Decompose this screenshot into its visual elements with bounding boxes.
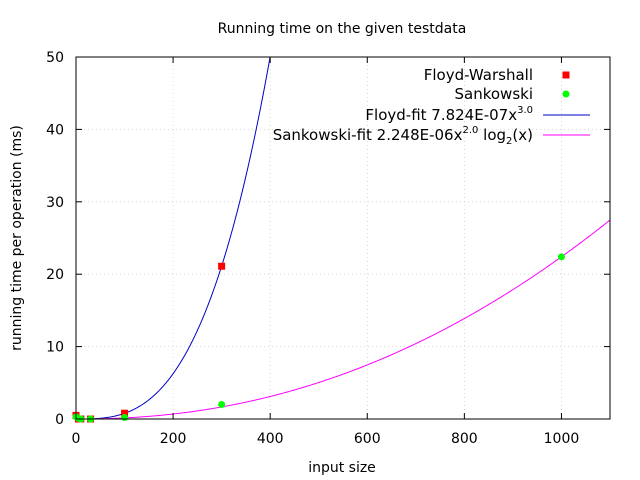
y-tick-label: 40 — [46, 122, 64, 138]
chart-title: Running time on the given testdata — [218, 21, 467, 37]
legend-entry-label: Floyd-fit 7.824E-07x3.0 — [365, 105, 533, 124]
y-tick-label: 10 — [46, 340, 64, 356]
x-tick-label: 200 — [160, 431, 187, 447]
data-point-circle — [218, 401, 226, 409]
x-tick-label: 600 — [354, 431, 381, 447]
legend-entry-label: Sankowski — [455, 85, 534, 103]
x-tick-label: 1000 — [544, 431, 580, 447]
data-point-square — [218, 262, 226, 270]
y-tick-label: 30 — [46, 195, 64, 211]
data-point-circle — [121, 414, 129, 422]
legend-marker-circle — [562, 90, 570, 98]
data-point-circle — [557, 253, 565, 261]
y-tick-label: 0 — [55, 412, 64, 428]
plot-series — [72, 57, 610, 423]
data-point-square — [121, 409, 129, 417]
x-tick-label: 400 — [257, 431, 284, 447]
y-tick-label: 20 — [46, 267, 64, 283]
y-tick-label: 50 — [46, 50, 64, 66]
x-axis-title: input size — [308, 460, 376, 476]
x-tick-label: 0 — [72, 431, 81, 447]
x-tick-label: 800 — [451, 431, 478, 447]
fit-line — [76, 57, 271, 419]
axis-ticks: 0 200 400 600 800 1000 0 10 20 30 40 50 — [46, 50, 610, 447]
legend-entry-label: Floyd-Warshall — [424, 66, 533, 84]
y-axis-title: running time per operation (ms) — [9, 125, 25, 351]
plot-frame — [75, 56, 611, 420]
legend-entry-label: Sankowski-fit 2.248E-06x2.0 log2(x) — [273, 125, 533, 147]
fit-line — [76, 219, 610, 419]
legend-marker-square — [562, 71, 570, 79]
